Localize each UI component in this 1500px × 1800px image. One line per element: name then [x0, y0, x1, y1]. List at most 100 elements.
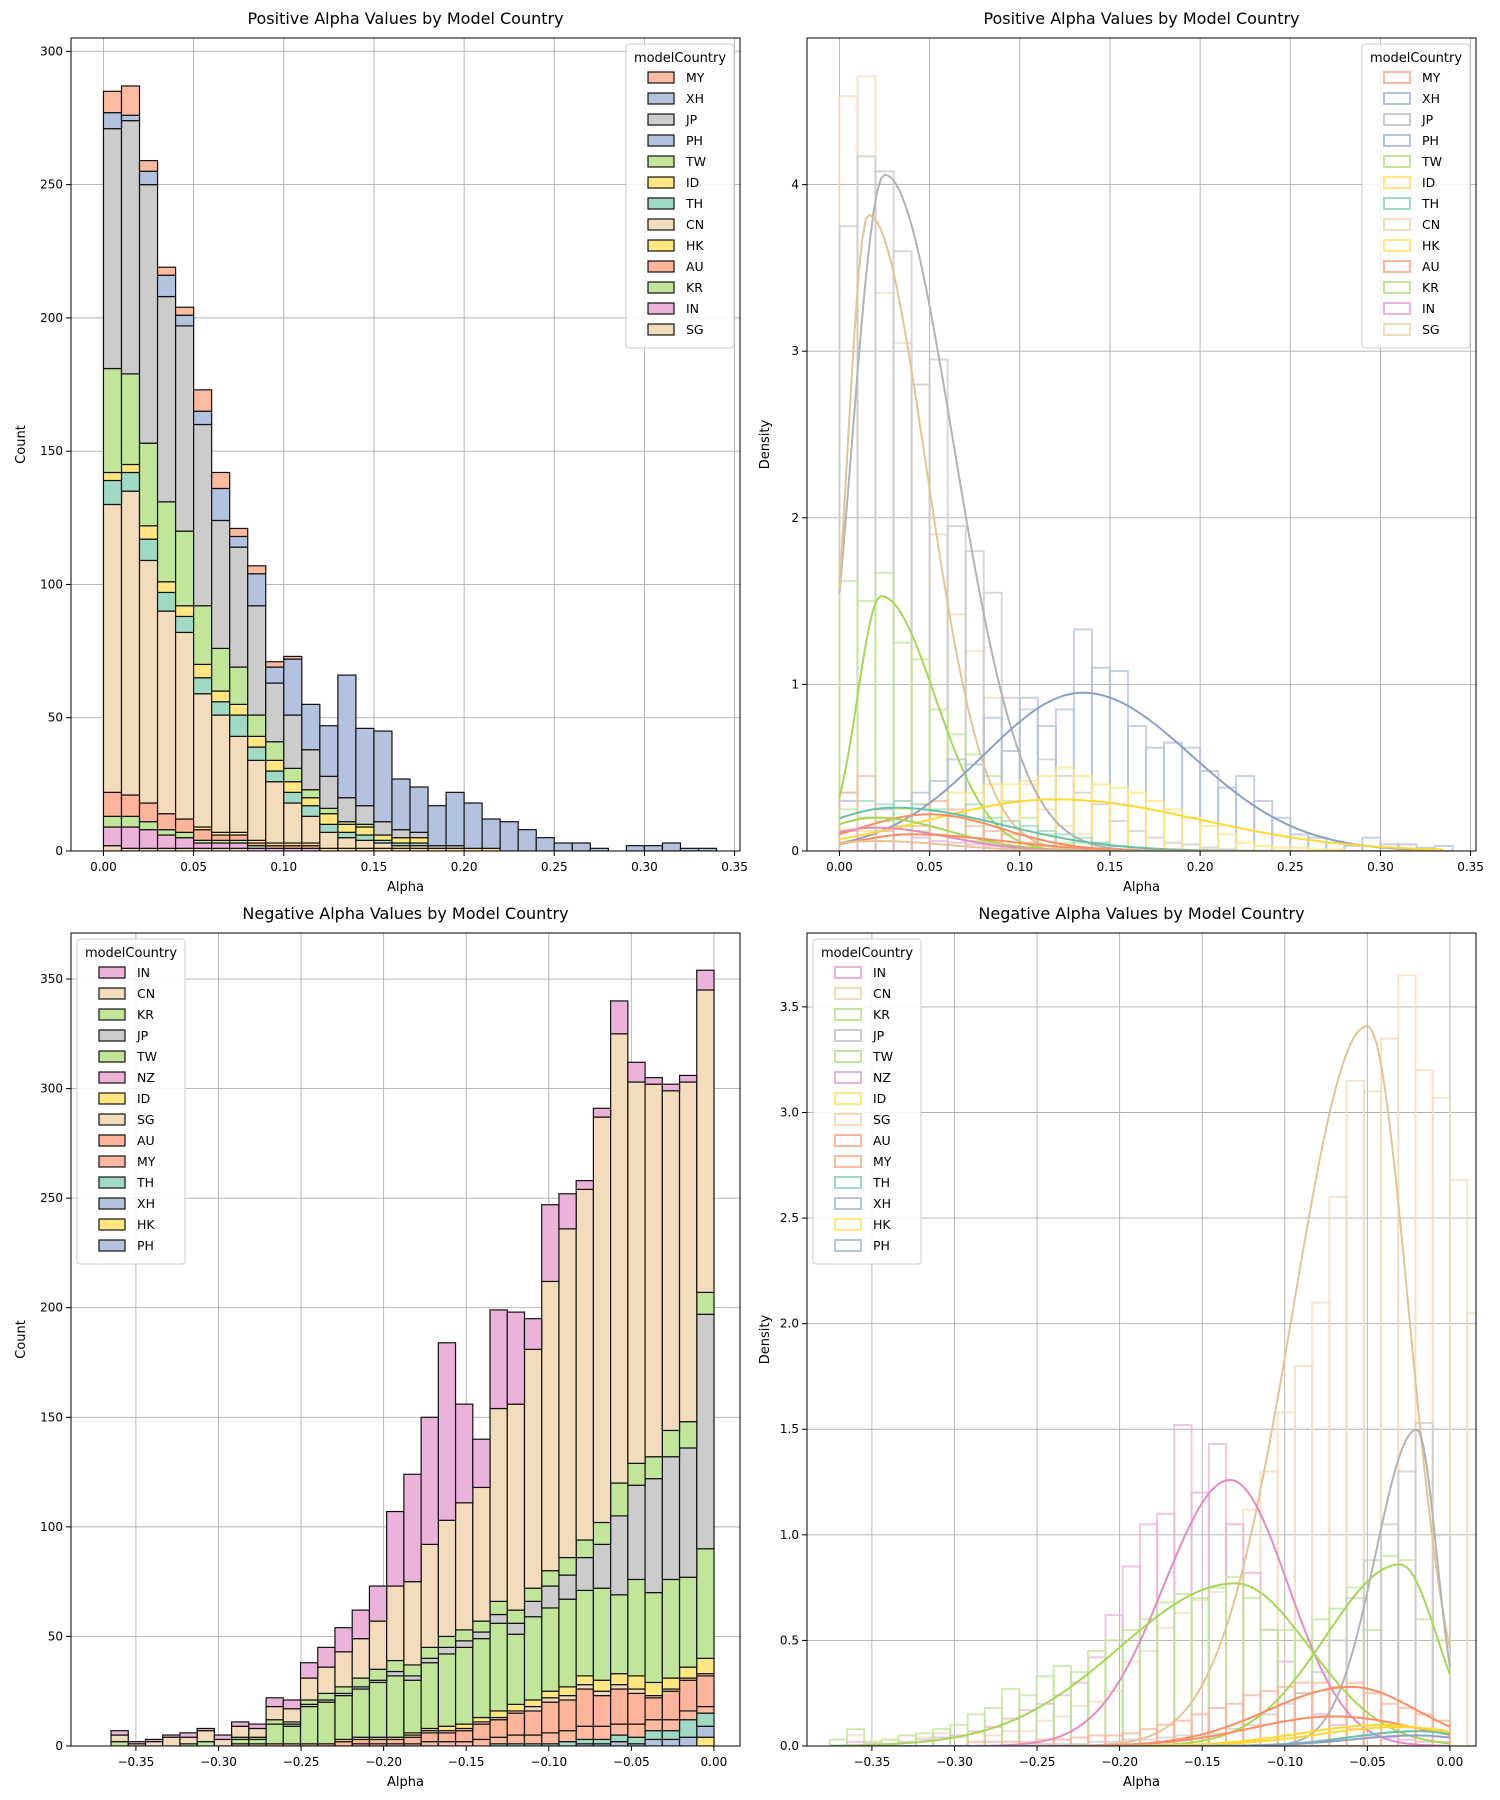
legend-title: modelCountry	[1370, 51, 1462, 66]
bar-xh	[301, 703, 321, 751]
bar-in	[102, 826, 123, 847]
bar-kr	[334, 1686, 353, 1695]
bar-cn	[144, 1741, 164, 1746]
bar-my	[678, 1710, 698, 1721]
bar-th	[644, 1730, 663, 1741]
chart-title: Positive Alpha Values by Model Country	[983, 9, 1299, 28]
legend-label: JP	[1421, 112, 1434, 127]
bar-in	[265, 1697, 284, 1708]
y-tick-label: 2.0	[780, 1317, 799, 1331]
bar-jp	[627, 1484, 646, 1581]
bar-in	[627, 1061, 646, 1083]
legend-swatch-nz	[98, 1071, 126, 1084]
y-tick-label: 50	[48, 1629, 63, 1643]
bar-tw	[592, 1587, 612, 1681]
bar-id	[558, 1686, 577, 1697]
bar-au	[174, 818, 195, 833]
axes-frame	[70, 37, 741, 852]
legend-label: ID	[137, 1091, 150, 1106]
bar-my	[193, 389, 213, 412]
bar-sg	[541, 1697, 560, 1703]
bar-in	[368, 1585, 388, 1622]
bar-in	[696, 969, 715, 991]
kde-line-jp	[830, 1428, 1451, 1746]
legend-label: TW	[136, 1049, 157, 1064]
bar-in	[144, 1738, 164, 1743]
bar-au	[627, 1692, 646, 1725]
bar-in	[248, 1723, 267, 1730]
bar-au	[368, 1738, 388, 1745]
legend-label: JP	[685, 112, 698, 127]
bar-xh	[247, 573, 267, 607]
bar-tw	[558, 1598, 577, 1688]
bar-xh	[319, 725, 339, 777]
bar-my	[696, 1705, 715, 1714]
bar-th	[558, 1741, 577, 1746]
x-tick-label: −0.25	[1019, 1755, 1056, 1769]
bar-my	[541, 1732, 560, 1745]
bar-au	[506, 1712, 526, 1736]
bar-my	[174, 306, 195, 316]
x-tick-label: −0.10	[1266, 1755, 1303, 1769]
bar-kr	[265, 1719, 284, 1725]
bar-jp	[211, 519, 231, 650]
bar-cn	[102, 503, 123, 793]
legend-label: CN	[137, 986, 155, 1001]
y-tick-label: 250	[40, 1191, 63, 1205]
bar-tw	[138, 442, 159, 527]
legend-swatch-jp	[98, 1029, 126, 1042]
bar-my	[454, 1741, 474, 1746]
legend-swatch-tw	[834, 1050, 862, 1063]
bar-cn	[420, 1543, 439, 1648]
legend-label: MY	[1422, 70, 1441, 85]
legend-swatch-tw	[1383, 155, 1411, 168]
legend: modelCountry IN CN KR JP TW NZ ID SG AU MY TH XH HK PH	[812, 938, 922, 1265]
bar-tw	[174, 530, 195, 607]
bar-jp	[229, 546, 249, 668]
legend-label: AU	[873, 1133, 891, 1148]
bar-id	[102, 471, 123, 482]
legend-label: TH	[685, 196, 703, 211]
bar-jp	[420, 1657, 439, 1664]
bar-xh	[571, 842, 591, 851]
bar-xh	[427, 805, 447, 847]
legend-swatch-cn	[834, 987, 862, 1000]
bar-au	[420, 1732, 439, 1743]
bar-jp	[575, 1556, 594, 1592]
kde-line-th	[830, 1730, 1451, 1746]
bar-th	[193, 677, 213, 695]
x-tick-label: −0.10	[530, 1755, 567, 1769]
bar-in	[454, 1403, 474, 1504]
bar-au	[102, 791, 123, 817]
bar-id	[678, 1666, 698, 1679]
bar-cn	[610, 1033, 629, 1484]
plot-area	[102, 85, 718, 851]
x-tick-label: 0.00	[826, 860, 853, 874]
bar-my	[229, 527, 249, 538]
bar-in	[523, 1318, 543, 1350]
bar-id	[472, 1716, 491, 1723]
bar-cn	[489, 1407, 508, 1602]
y-tick-label: 2.5	[780, 1211, 799, 1225]
bar-xh	[229, 535, 249, 548]
bar-jp	[391, 829, 411, 839]
legend-swatch-th	[647, 197, 675, 210]
x-tick-label: 0.25	[1277, 860, 1304, 874]
bar-my	[472, 1738, 491, 1746]
legend-swatch-au	[834, 1134, 862, 1147]
x-axis-label: Alpha	[387, 880, 424, 895]
bar-jp	[541, 1585, 560, 1609]
bar-cn	[196, 1730, 215, 1743]
bar-xh	[535, 837, 555, 851]
bar-jp	[472, 1631, 491, 1640]
bar-my	[523, 1734, 543, 1745]
legend-swatch-ph	[1383, 134, 1411, 147]
bar-id	[644, 1681, 663, 1697]
legend-swatch-my	[647, 71, 675, 84]
x-tick-label: −0.25	[283, 1755, 320, 1769]
bar-in	[231, 1721, 250, 1727]
bar-id	[696, 1657, 715, 1675]
bar-my	[211, 471, 231, 490]
bar-jp	[265, 682, 285, 743]
bar-sg	[575, 1684, 594, 1690]
